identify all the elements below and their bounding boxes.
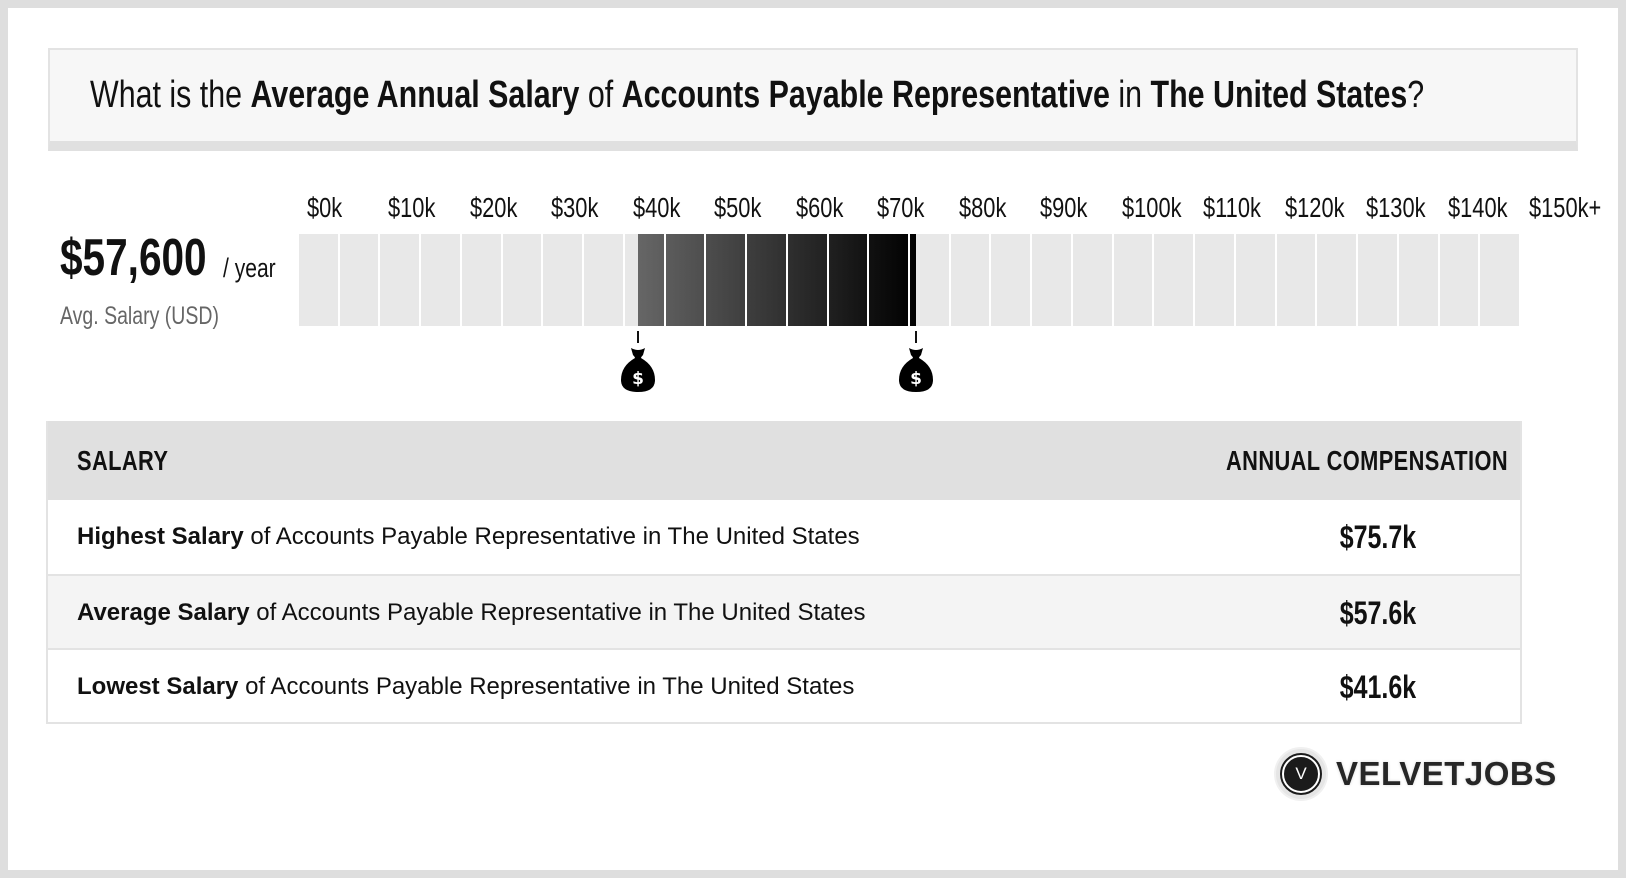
salary-axis-ticks: $0k $10k $20k $30k $40k $50k $60k $70k $80k $90k $… [299, 190, 1601, 230]
bar-segment [461, 234, 501, 326]
svg-text:$: $ [632, 369, 644, 389]
bar-segment [1072, 234, 1112, 326]
salary-table: SALARY ANNUAL COMPENSATION Highest Salar… [46, 421, 1522, 724]
bar-segment [339, 234, 379, 326]
row-value: $57.6k [1339, 595, 1417, 631]
table-row-lowest: Lowest Salary of Accounts Payable Repres… [48, 648, 1520, 722]
column-header-salary: SALARY [77, 445, 169, 476]
velvetjobs-logo[interactable]: V VELVETJOBS [1276, 748, 1557, 800]
bar-segment [1154, 234, 1194, 326]
bar-segment-active [787, 234, 827, 326]
bar-segment-active [910, 234, 916, 326]
bar-segment [1480, 234, 1519, 326]
logo-mark-icon: V [1276, 749, 1326, 799]
bar-segment-active [637, 234, 664, 326]
bar-segment [502, 234, 542, 326]
axis-tick-label: $10k [388, 192, 436, 223]
axis-tick-label: $120k [1284, 192, 1345, 223]
bar-segment-active [706, 234, 746, 326]
bar-segment [1113, 234, 1153, 326]
marker-tick-highest [914, 331, 917, 343]
table-row-average: Average Salary of Accounts Payable Repre… [48, 574, 1520, 648]
axis-tick-label: $100k [1121, 192, 1182, 223]
axis-tick-label: $50k [714, 192, 762, 223]
svg-text:$: $ [910, 369, 922, 389]
axis-tick-label: $80k [958, 192, 1007, 223]
bar-segment [1317, 234, 1357, 326]
bar-segment [1398, 234, 1438, 326]
bar-segment [1439, 234, 1479, 326]
row-value: $41.6k [1339, 669, 1417, 705]
bar-segment [991, 234, 1031, 326]
page-title: What is the Average Annual Salary of Acc… [90, 72, 1626, 118]
axis-tick-label: $140k [1447, 192, 1508, 223]
salary-period: / year [223, 253, 276, 283]
title-part-bold: Accounts Payable Representative [621, 74, 1110, 116]
bar-segment [1276, 234, 1316, 326]
bar-segment [950, 234, 990, 326]
title-part: ? [1407, 74, 1425, 116]
bar-segment-active [828, 234, 868, 326]
bar-segment [1195, 234, 1234, 326]
bar-segment [299, 234, 338, 326]
row-label: Highest Salary of Accounts Payable Repre… [77, 523, 860, 550]
title-part: of [579, 74, 622, 116]
axis-tick-label: $30k [551, 192, 599, 223]
bar-segment [543, 234, 583, 326]
brand-name: VELVETJOBS [1336, 755, 1557, 792]
row-value: $75.7k [1339, 519, 1417, 555]
salary-card: What is the Average Annual Salary of Acc… [8, 8, 1618, 870]
table-row-highest: Highest Salary of Accounts Payable Repre… [48, 500, 1520, 574]
bar-segment [421, 234, 460, 326]
title-part: in [1109, 74, 1151, 116]
axis-tick-label: $110k [1203, 192, 1262, 223]
bar-segment [1032, 234, 1071, 326]
average-salary-label: Avg. Salary (USD) [60, 302, 219, 330]
salary-range-bar [299, 234, 1521, 326]
average-salary-amount: $57,600 [60, 229, 207, 287]
bar-segment [1235, 234, 1275, 326]
bar-segment [380, 234, 420, 326]
table-header: SALARY ANNUAL COMPENSATION [48, 421, 1520, 500]
axis-tick-label: $40k [632, 192, 681, 223]
axis-tick-label: $90k [1040, 192, 1088, 223]
bar-segment-active [747, 234, 786, 326]
column-header-annual-compensation: ANNUAL COMPENSATION [1226, 445, 1509, 476]
bar-segment-active [665, 234, 705, 326]
money-bag-icon: $ [897, 346, 935, 394]
row-label: Lowest Salary of Accounts Payable Repres… [77, 673, 855, 700]
bar-segment [910, 234, 949, 326]
title-banner: What is the Average Annual Salary of Acc… [48, 48, 1578, 151]
bar-segment-active [869, 234, 908, 326]
marker-tick-lowest [636, 331, 639, 343]
money-bag-icon: $ [619, 346, 657, 394]
bar-segment [1358, 234, 1397, 326]
title-part-bold: Average Annual Salary [250, 74, 580, 116]
row-label: Average Salary of Accounts Payable Repre… [77, 599, 866, 626]
title-part: What is the [90, 74, 251, 116]
axis-tick-label: $130k [1366, 192, 1426, 223]
axis-tick-label: $20k [469, 192, 518, 223]
title-part-bold: The United States [1150, 74, 1408, 116]
axis-tick-label: $0k [307, 192, 343, 223]
axis-tick-label: $70k [877, 192, 925, 223]
logo-letter: V [1282, 755, 1320, 793]
axis-tick-label: $150k+ [1529, 192, 1602, 223]
axis-tick-label: $60k [795, 192, 844, 223]
bar-segment [584, 234, 623, 326]
